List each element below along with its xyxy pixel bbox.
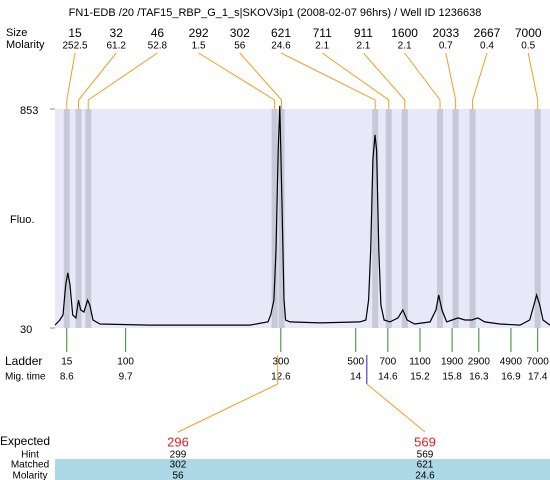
ladder-size: 700 [380,357,397,368]
molarity-row-label: Molarity [6,39,45,51]
expected-row-value: 621 [417,460,434,471]
peak-size: 7000 [515,26,542,40]
peak-band [278,109,285,328]
ladder-size: 1100 [409,357,431,368]
expected-row-label: Matched [11,460,49,471]
peak-molarity: 1.5 [192,41,206,52]
ladder-size: 500 [347,357,364,368]
expected-row-label: Hint [21,450,39,461]
peak-size: 1600 [391,26,418,40]
peak-leader [239,52,283,109]
expected-row-value: 302 [170,460,187,471]
ladder-size: 15 [61,357,73,368]
peak-size: 621 [271,26,291,40]
expected-row-label: Molarity [12,471,47,480]
peak-band [75,109,82,328]
expected-row-value: 299 [170,450,187,461]
peak-leader [78,52,117,109]
ladder-size: 2900 [468,357,491,368]
peak-leader [404,52,441,109]
peak-molarity: 61.2 [106,41,126,52]
peak-leader [363,52,406,109]
peak-band [372,109,379,328]
ladder-size: 7000 [527,357,550,368]
trace [54,105,550,326]
ladder-size: 1900 [441,357,464,368]
peak-leader [87,52,158,109]
peak-leader [472,52,488,109]
peak-molarity: 56 [234,41,246,52]
peak-size: 46 [151,26,165,40]
peak-molarity: 0.4 [480,41,494,52]
peak-size: 911 [354,26,373,40]
peak-molarity: 0.7 [439,41,453,52]
peak-leader [280,52,376,109]
ladder-time: 15.8 [442,372,462,383]
ladder-time: 8.6 [60,372,74,383]
peak-size: 32 [110,26,124,40]
peak-size: 15 [68,26,82,40]
peak-molarity: 24.6 [271,41,291,52]
ladder-size: 300 [272,357,289,368]
ladder-time: 17.4 [528,372,548,383]
y-axis-label: Fluo. [10,214,34,226]
peak-band [401,109,408,328]
peak-band [469,109,476,328]
peak-band [271,109,278,328]
plot-area [55,109,550,328]
mig-time-label: Mig. time [5,372,46,383]
chart-title: FN1-EDB /20 /TAF15_RBP_G_1_s|SKOV3ip1 (2… [69,7,482,19]
ladder-size: 100 [117,357,134,368]
peak-molarity: 2.1 [315,41,329,52]
ladder-time: 14.6 [378,372,398,383]
matched-row-bg [55,459,550,470]
expected-row-value: 56 [172,471,184,480]
ladder-time: 14 [350,372,362,383]
peak-leader [66,52,76,109]
peak-leader [198,52,276,109]
ladder-label: Ladder [5,354,42,368]
peak-band [385,109,392,328]
peak-size: 292 [189,26,209,40]
y-tick-label: 853 [20,105,38,117]
peak-size: 2667 [474,26,501,40]
peak-band [452,109,459,328]
peak-molarity: 2.1 [356,41,370,52]
peak-leader [527,52,539,109]
peak-band [63,109,70,328]
expected-row-value: 569 [417,450,434,461]
ladder-time: 15.2 [410,372,430,383]
peak-size: 711 [313,26,332,40]
ladder-time: 12.6 [271,372,291,383]
ladder-time: 9.7 [119,372,133,383]
peak-size: 302 [230,26,250,40]
expected-value: 296 [167,434,189,449]
peak-molarity: 0.5 [521,41,535,52]
peak-molarity: 252.5 [62,41,87,52]
expected-value: 569 [414,434,436,449]
peak-band [534,109,541,328]
expected-label: Expected [0,434,50,448]
peak-band [437,109,444,328]
ladder-time: 16.9 [501,372,521,383]
peak-molarity: 2.1 [398,41,412,52]
expected-leader [366,383,426,433]
y-tick-label: 30 [20,324,32,336]
ladder-size: 4900 [500,357,523,368]
expected-leader [177,383,278,433]
molarity-row-bg [55,470,550,480]
peak-leader [445,52,457,109]
ladder-time: 16.3 [469,372,489,383]
peak-size: 2033 [432,26,459,40]
expected-row-value: 24.6 [415,471,435,480]
peak-band [85,109,92,328]
peak-leader [321,52,390,109]
peak-molarity: 52.8 [148,41,168,52]
size-row-label: Size [6,27,27,39]
